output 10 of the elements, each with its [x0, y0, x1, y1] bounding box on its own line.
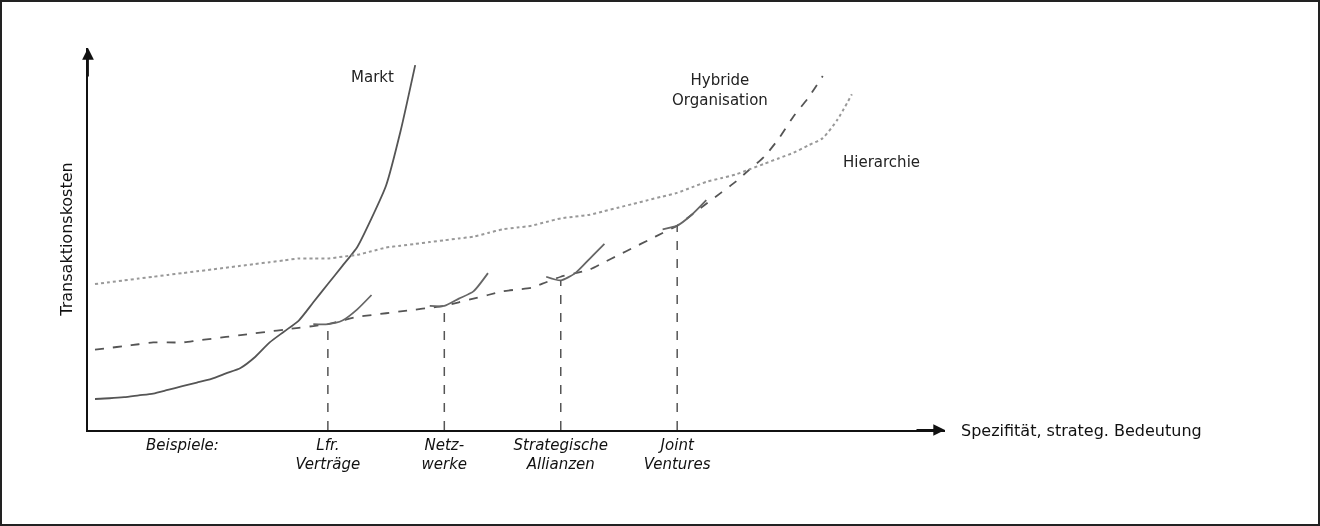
x-tick-label: Strategische Allianzen	[513, 435, 608, 474]
x-tick-label: Lfr. Verträge	[295, 435, 361, 474]
series-label: Markt	[351, 68, 394, 86]
y-axis-title: Transaktionskosten	[56, 162, 76, 317]
text: Spezifität, strateg. Bedeutung	[961, 421, 1202, 440]
text: Beispiele:	[146, 436, 219, 454]
series-label: Hybride Organisation	[672, 71, 768, 109]
x-tick-label: Joint Ventures	[643, 435, 711, 474]
series-label: Hierarchie	[843, 153, 921, 171]
x-tick-label: Netz- werke	[421, 435, 468, 474]
